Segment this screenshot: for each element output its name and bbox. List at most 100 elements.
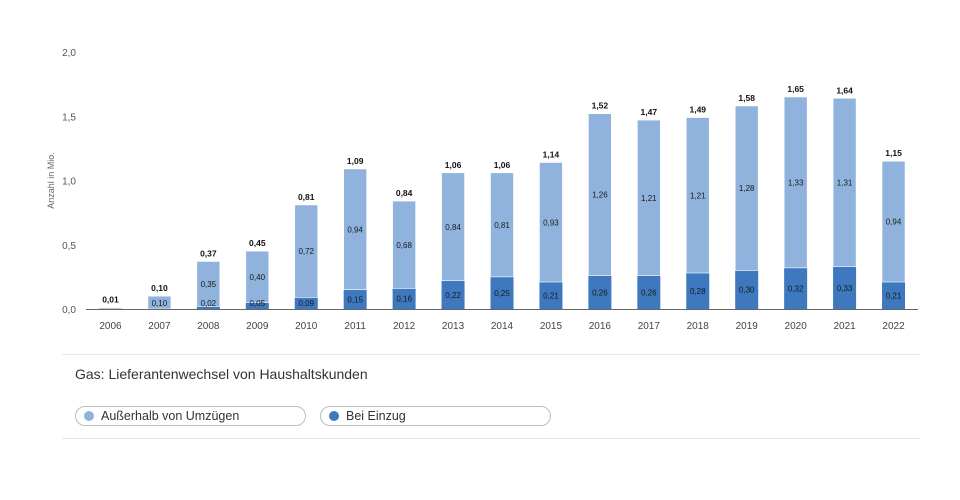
bar-segment-bei-einzug <box>833 266 857 309</box>
data-label-total: 0,10 <box>151 283 168 293</box>
bar-segment-bei-einzug <box>294 297 318 309</box>
legend-dot-ausserhalb <box>84 411 94 421</box>
bar-segment-bei-einzug <box>784 267 808 309</box>
data-label-ausserhalb: 1,33 <box>788 178 804 187</box>
x-tick-label: 2010 <box>295 321 318 332</box>
legend-item-bei-einzug[interactable]: Bei Einzug <box>320 406 551 426</box>
data-label-total: 0,84 <box>396 188 413 198</box>
data-label-total: 1,06 <box>494 160 511 170</box>
x-tick-label: 2008 <box>197 321 220 332</box>
x-tick-label: 2007 <box>148 321 171 332</box>
bar-segment-bei-einzug <box>245 302 269 309</box>
bar-segment-ausserhalb <box>392 200 416 289</box>
data-label-ausserhalb: 1,26 <box>592 191 608 200</box>
y-tick-label: 0,0 <box>62 305 76 316</box>
data-label-ausserhalb: 1,28 <box>739 184 755 193</box>
data-label-total: 0,37 <box>200 248 217 258</box>
data-label-total: 1,58 <box>738 93 755 103</box>
data-label-bei-einzug: 0,26 <box>592 288 608 297</box>
divider-top <box>62 354 920 355</box>
data-label-total: 1,15 <box>885 148 902 158</box>
x-tick-label: 2011 <box>344 321 366 332</box>
bar-segment-ausserhalb <box>343 168 367 291</box>
bar-segment-bei-einzug <box>882 282 906 309</box>
data-label-ausserhalb: 1,31 <box>837 178 853 187</box>
data-label-bei-einzug: 0,21 <box>886 292 902 301</box>
data-label-total: 1,06 <box>445 160 462 170</box>
x-axis: 2006 2007 2008 2009 2010 2011 2012 2013 2014 2015… <box>86 309 918 332</box>
data-label-ausserhalb: 0,40 <box>250 273 266 282</box>
data-label-bei-einzug: 0,25 <box>494 289 510 298</box>
data-label-bei-einzug: 0,02 <box>201 299 217 308</box>
bar-segment-bei-einzug <box>343 289 367 309</box>
data-label-bei-einzug: 0,33 <box>837 284 853 293</box>
data-label-bei-einzug: 0,09 <box>298 299 314 308</box>
x-tick-label: 2022 <box>882 321 905 332</box>
data-label-ausserhalb: 0,84 <box>445 223 461 232</box>
legend-item-ausserhalb[interactable]: Außerhalb von Umzügen <box>75 406 306 426</box>
data-label-total: 1,49 <box>689 105 706 115</box>
bar-segment-bei-einzug <box>392 288 416 309</box>
y-tick-label: 1,0 <box>62 177 76 188</box>
data-label-total: 1,64 <box>836 85 853 95</box>
bar-segment-ausserhalb <box>588 113 612 276</box>
bar-segment-ausserhalb <box>783 96 808 269</box>
data-label-total: 1,47 <box>641 107 658 117</box>
bar-segment-ausserhalb <box>196 261 221 307</box>
data-label-bei-einzug: 0,15 <box>347 295 363 304</box>
bar-segment-bei-einzug <box>735 270 759 309</box>
data-label-total: 1,14 <box>543 150 560 160</box>
data-label-ausserhalb: 0,72 <box>298 247 314 256</box>
data-label-ausserhalb: 0,94 <box>886 218 902 227</box>
x-tick-label: 2018 <box>687 321 710 332</box>
bar-segment-bei-einzug <box>686 273 710 309</box>
x-tick-label: 2015 <box>540 321 563 332</box>
bar-segment-ausserhalb <box>245 250 270 303</box>
bar-segment-bei-einzug <box>539 282 563 309</box>
data-label-total: 1,65 <box>787 84 804 94</box>
x-tick-label: 2016 <box>589 321 612 332</box>
data-label-total: 0,81 <box>298 192 315 202</box>
data-label-total: 0,01 <box>102 295 119 305</box>
bar-segment-ausserhalb <box>98 307 123 310</box>
legend-dot-bei-einzug <box>329 411 339 421</box>
data-label-ausserhalb: 0,94 <box>347 225 363 234</box>
y-tick-label: 1,5 <box>62 112 76 123</box>
bar-segment-bei-einzug <box>588 275 612 309</box>
y-tick-label: 0,5 <box>62 241 76 252</box>
bar-segment-ausserhalb <box>441 172 465 282</box>
data-label-bei-einzug: 0,22 <box>445 291 461 300</box>
x-tick-label: 2013 <box>442 321 465 332</box>
data-label-bei-einzug: 0,05 <box>250 299 266 308</box>
x-tick-label: 2021 <box>833 321 856 332</box>
y-tick-label: 2,0 <box>62 48 76 59</box>
bar-segment-ausserhalb <box>685 117 710 274</box>
data-label-ausserhalb: 0,35 <box>201 280 217 289</box>
x-tick-label: 2014 <box>491 321 514 332</box>
y-axis: 0,0 0,5 1,0 1,5 2,0 Anzahl in Mio. <box>46 48 76 316</box>
data-label-total: 1,09 <box>347 156 364 166</box>
divider-bottom <box>62 438 920 439</box>
x-tick-label: 2017 <box>638 321 661 332</box>
data-label-bei-einzug: 0,16 <box>396 295 412 304</box>
data-label-bei-einzug: 0,21 <box>543 292 559 301</box>
data-label-total: 1,52 <box>592 101 609 111</box>
bar-segment-bei-einzug <box>441 280 465 309</box>
data-label-bei-einzug: 0,26 <box>641 288 657 297</box>
data-label-bei-einzug: 0,30 <box>739 286 755 295</box>
data-label-ausserhalb: 0,68 <box>396 241 412 250</box>
data-label-ausserhalb: 1,21 <box>641 194 657 203</box>
bar-segment-ausserhalb <box>637 119 661 276</box>
x-tick-label: 2019 <box>736 321 759 332</box>
data-label-bei-einzug: 0,32 <box>788 284 804 293</box>
x-tick-label: 2012 <box>393 321 416 332</box>
bar-segment-ausserhalb <box>294 204 319 298</box>
bar-segment-bei-einzug <box>196 306 220 309</box>
legend-label-ausserhalb: Außerhalb von Umzügen <box>101 409 240 423</box>
x-tick-label: 2020 <box>785 321 808 332</box>
bar-segment-ausserhalb <box>490 172 514 278</box>
bar-segment-ausserhalb <box>734 105 759 271</box>
bar-segment-ausserhalb <box>832 97 857 267</box>
data-label-total: 0,45 <box>249 238 266 248</box>
